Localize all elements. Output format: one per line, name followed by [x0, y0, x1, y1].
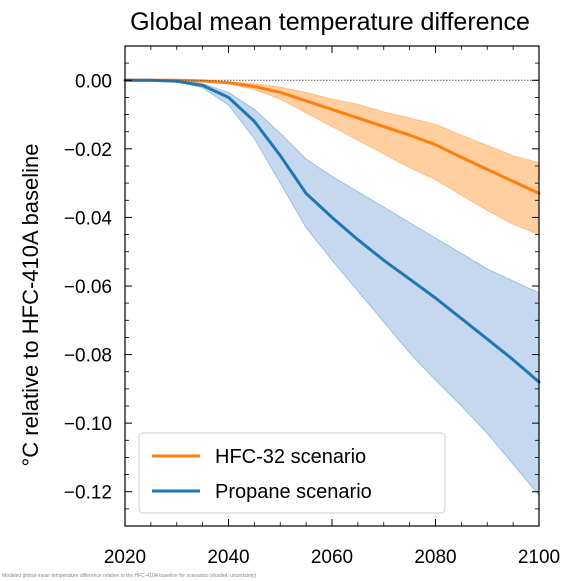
y-tick-label: −0.02: [64, 140, 112, 161]
y-tick-label: −0.10: [64, 414, 112, 435]
x-tick-label: 2080: [414, 547, 456, 568]
propane-scenario-line: [123, 78, 541, 384]
x-tick-label: 2060: [311, 547, 353, 568]
x-tick-label: 2020: [104, 547, 146, 568]
y-tick-label: 0.00: [75, 71, 112, 92]
y-tick-label: −0.06: [64, 277, 112, 298]
x-tick-label: 2040: [207, 547, 249, 568]
footnote: Modeled global-mean temperature differen…: [2, 573, 257, 579]
legend-box: [138, 432, 446, 514]
y-tick-label: −0.12: [64, 483, 112, 504]
legend-label: HFC-32 scenario: [215, 446, 366, 468]
y-tick-label: −0.04: [64, 208, 113, 229]
y-tick-label: −0.08: [64, 346, 112, 367]
chart-title: Global mean temperature difference: [130, 8, 530, 36]
legend: HFC-32 scenario Propane scenario: [138, 432, 446, 514]
axis-ticks: 2020 2040 2060 2080 2100 0.00 −0.02 −0.04 −0.06 −…: [64, 46, 560, 568]
legend-label: Propane scenario: [215, 481, 372, 503]
y-axis-label: °C relative to HFC-410A baseline: [18, 143, 43, 466]
x-tick-label: 2100: [518, 547, 560, 568]
